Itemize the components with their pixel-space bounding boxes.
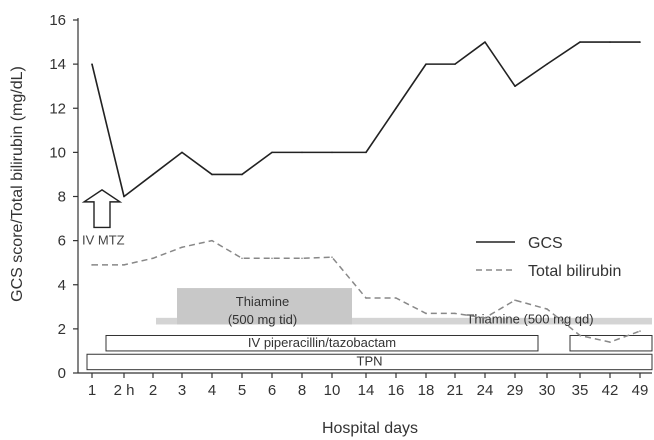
- y-tick-label: 8: [58, 189, 66, 206]
- treatment-bar: [86, 353, 653, 371]
- bilirubin-point: [241, 257, 243, 260]
- y-tick-label: 14: [49, 56, 66, 73]
- gcs-point: [484, 41, 486, 43]
- iv-mtz-label: IV MTZ: [82, 232, 125, 247]
- gcs-point: [546, 63, 548, 65]
- x-tick-label: 5: [238, 382, 246, 399]
- gcs-point: [514, 85, 516, 87]
- gcs-point: [123, 195, 125, 198]
- iv-mtz-arrow: IV MTZ: [81, 189, 125, 247]
- y-tick-label: 16: [49, 12, 66, 29]
- x-tick-label: 8: [298, 382, 306, 399]
- gcs-point: [181, 151, 183, 154]
- x-tick-label: 49: [632, 382, 649, 399]
- treatment-bar: [105, 334, 539, 352]
- gcs-point: [91, 63, 93, 65]
- x-tick-label: 21: [447, 382, 464, 399]
- gcs-point: [425, 63, 427, 65]
- bilirubin-point: [181, 246, 183, 249]
- legend-label: GCS: [528, 235, 563, 252]
- legend-label: Total bilirubin: [528, 263, 621, 280]
- gcs-point: [152, 173, 154, 176]
- bilirubin-point: [454, 312, 456, 315]
- y-tick-label: 10: [49, 144, 66, 161]
- x-tick-label: 16: [388, 382, 405, 399]
- treatment-bar: [156, 317, 652, 325]
- x-tick-label: 18: [418, 382, 435, 399]
- bilirubin-point: [91, 264, 93, 266]
- y-tick-label: 2: [58, 321, 66, 338]
- treatment-bar-sublabel: (500 mg tid): [228, 312, 297, 327]
- treatment-bar-label: Thiamine (500 mg qd): [466, 311, 593, 326]
- bilirubin-point: [365, 297, 367, 299]
- y-tick-label: 6: [58, 233, 66, 250]
- bilirubin-point: [123, 264, 125, 266]
- x-tick-label: 6: [268, 382, 276, 399]
- x-tick-label: 3: [178, 382, 186, 399]
- bilirubin-point: [152, 257, 154, 260]
- gcs-point: [365, 151, 367, 154]
- x-tick-label: 4: [208, 382, 216, 399]
- gcs-point: [639, 41, 641, 43]
- bilirubin-point: [546, 308, 548, 310]
- treatment-bar-label: Thiamine: [236, 294, 289, 309]
- gcs-point: [331, 151, 333, 154]
- bilirubin-point: [425, 312, 427, 315]
- x-tick-label: 29: [507, 382, 524, 399]
- treatment-bars: Thiamine (500 mg qd) Thiamine (500 mg tid)…: [86, 288, 653, 371]
- series-lines: [91, 41, 641, 343]
- y-tick-label: 0: [58, 365, 66, 382]
- x-tick-label: 10: [324, 382, 341, 399]
- treatment-bar: [177, 288, 352, 325]
- gcs-point: [301, 151, 303, 154]
- bilirubin-point: [484, 317, 486, 319]
- iv-mtz-arrow-shape: [81, 189, 123, 229]
- bilirubin-point: [579, 334, 581, 337]
- gcs-line: [91, 41, 640, 198]
- gcs-point: [241, 173, 243, 176]
- x-tick-label: 35: [572, 382, 589, 399]
- x-tick-label: 1: [88, 382, 96, 399]
- bilirubin-point: [514, 299, 516, 301]
- treatment-bar-label: IV piperacillin/tazobactam: [248, 335, 396, 350]
- legend: GCS Total bilirubin: [476, 235, 621, 280]
- gcs-point: [211, 173, 213, 176]
- x-tick-label: 24: [477, 382, 494, 399]
- x-axis-title: Hospital days: [322, 420, 418, 437]
- bilirubin-point: [211, 239, 213, 242]
- gcs-point: [454, 63, 456, 65]
- bilirubin-point: [331, 256, 333, 258]
- bilirubin-line: [92, 239, 641, 343]
- bilirubin-point: [395, 297, 397, 299]
- x-tick-label: 30: [539, 382, 556, 399]
- x-tick-label: 2 h: [114, 382, 135, 399]
- bilirubin-point: [609, 341, 611, 343]
- gcs-point: [579, 41, 581, 43]
- bilirubin-point: [639, 330, 641, 332]
- x-tick-label: 14: [358, 382, 375, 399]
- x-tick-label: 2: [149, 382, 157, 399]
- y-axis-title: GCS score/Total bilirubin (mg/dL): [9, 66, 26, 302]
- y-tick-label: 12: [49, 100, 66, 117]
- x-tick-label: 42: [602, 382, 619, 399]
- y-tick-label: 4: [58, 277, 66, 294]
- treatment-bar: [569, 334, 653, 352]
- bilirubin-point: [301, 257, 303, 260]
- treatment-bar-label: TPN: [357, 354, 383, 369]
- gcs-point: [395, 107, 397, 110]
- gcs-point: [609, 41, 611, 43]
- bilirubin-point: [271, 257, 273, 260]
- gcs-point: [271, 151, 273, 154]
